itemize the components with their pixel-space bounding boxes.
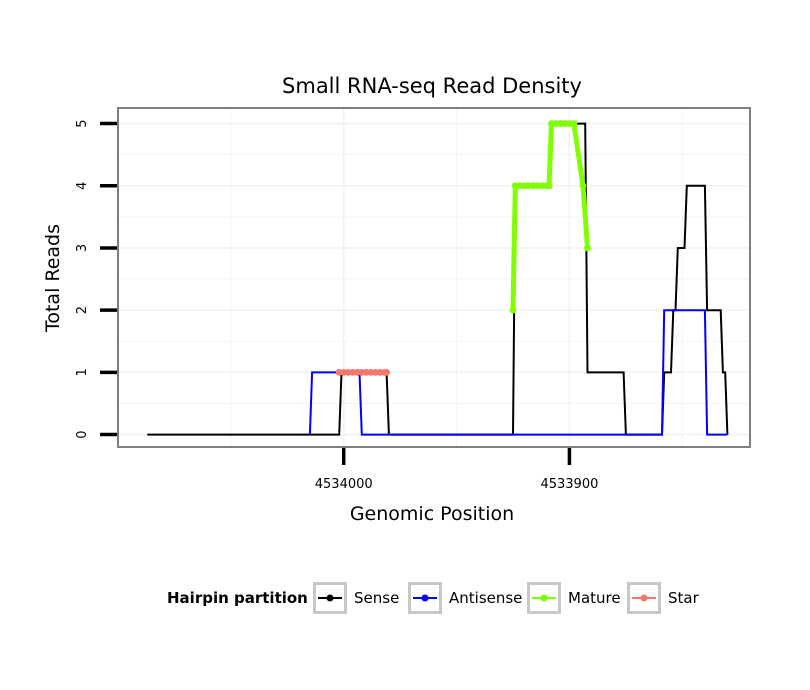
legend-label-mature: Mature <box>568 589 621 607</box>
grid <box>119 109 749 446</box>
legend-label-star: Star <box>668 589 700 607</box>
x-tick-label: 4533900 <box>540 477 598 492</box>
legend-label-sense: Sense <box>354 589 399 607</box>
data-point-star <box>383 368 390 376</box>
data-point-mature <box>509 306 517 314</box>
x-tick-label: 4534000 <box>315 477 373 492</box>
data-point-mature <box>545 182 553 190</box>
data-point-mature <box>570 120 578 127</box>
axes: 0 1 2 3 4 5 4534000 4533900 <box>75 119 598 492</box>
legend: Hairpin partition Sense Antisense Mature St… <box>167 582 700 614</box>
legend-dot-sense <box>326 594 334 602</box>
legend-dot-star <box>640 594 648 602</box>
legend-dot-antisense <box>421 594 429 602</box>
data-point-mature <box>579 182 587 190</box>
legend-dot-mature <box>540 594 548 602</box>
chart-title: Small RNA-seq Read Density <box>282 74 582 98</box>
x-axis-label: Genomic Position <box>350 503 514 525</box>
y-tick-label: 1 <box>75 368 90 376</box>
y-tick-label: 5 <box>75 119 90 127</box>
y-tick-label: 2 <box>75 306 90 314</box>
data-point-mature <box>584 244 591 252</box>
y-tick-label: 3 <box>75 244 90 252</box>
series-line-antisense <box>308 309 728 436</box>
plot-panel <box>117 107 751 448</box>
series-layer <box>147 120 729 436</box>
legend-title: Hairpin partition <box>167 589 308 607</box>
y-tick-label: 0 <box>75 430 90 438</box>
y-axis-label: Total Reads <box>42 224 64 333</box>
legend-label-antisense: Antisense <box>449 589 522 607</box>
y-tick-label: 4 <box>75 182 90 190</box>
